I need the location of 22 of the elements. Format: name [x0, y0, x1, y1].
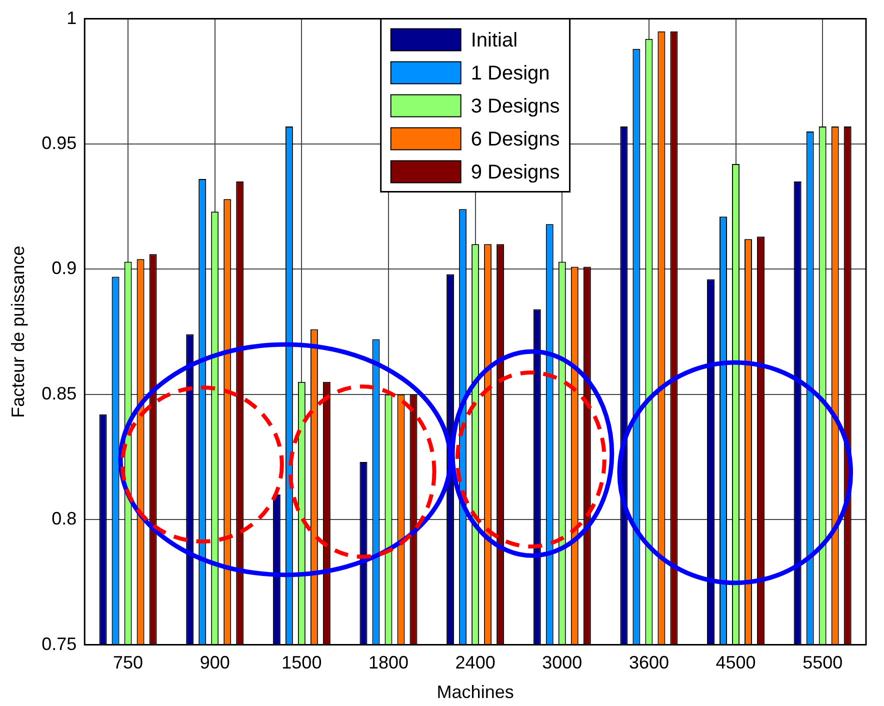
x-axis-title: Machines: [436, 682, 514, 702]
x-tick-label: 1800: [368, 652, 409, 673]
y-tick-label: 1: [66, 8, 77, 28]
x-tick-label: 750: [113, 652, 144, 673]
x-tick-label: 900: [200, 652, 230, 673]
x-tick-label: 4500: [716, 652, 756, 673]
legend-label: 9 Designs: [470, 161, 560, 184]
x-tick-label: 5500: [802, 652, 843, 673]
y-tick-label: 0.8: [52, 508, 77, 529]
legend-label: 1 Design: [470, 62, 550, 84]
x-tick-label: 2400: [455, 652, 496, 673]
y-tick-label: 0.75: [42, 634, 77, 654]
x-tick-label: 3600: [628, 652, 669, 673]
legend-label: 6 Designs: [470, 128, 560, 150]
x-tick-label: 3000: [542, 652, 582, 673]
legend-label: 3 Designs: [470, 95, 560, 118]
y-tick-label: 0.95: [42, 132, 77, 153]
y-tick-label: 0.85: [42, 383, 77, 404]
legend-label: Initial: [470, 29, 518, 52]
y-axis-title: Facteur de puissance: [8, 246, 28, 418]
y-tick-label: 0.9: [52, 258, 77, 278]
x-tick-label: 1500: [282, 652, 322, 673]
